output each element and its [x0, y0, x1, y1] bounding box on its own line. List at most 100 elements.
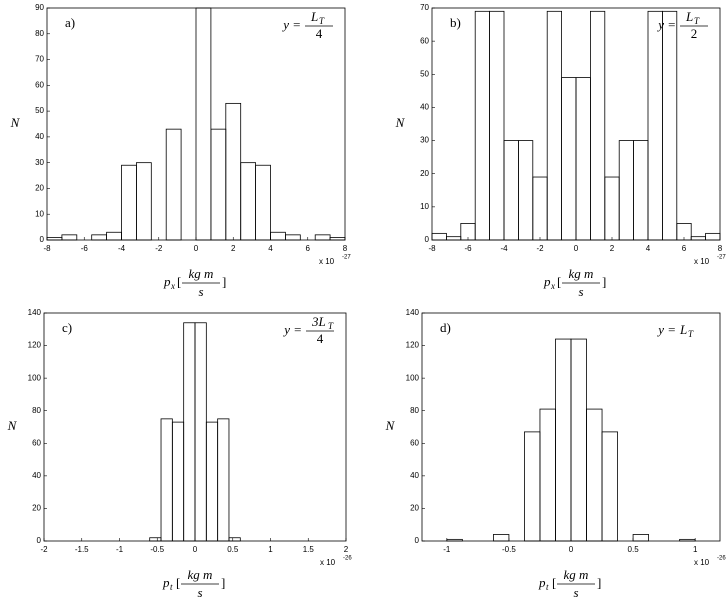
bar: [524, 431, 541, 542]
annotation-lhs: y =: [656, 17, 676, 32]
bar: [431, 232, 447, 241]
x-tick-label: 2: [231, 244, 236, 253]
y-tick-label: 20: [410, 504, 419, 513]
y-axis-label: N: [7, 418, 18, 433]
x-label-sub: x: [550, 281, 555, 291]
bar: [61, 234, 78, 241]
axis-offset-base: x 10: [320, 558, 336, 567]
x-label-open: [: [177, 274, 181, 289]
y-axis-label: N: [10, 115, 21, 130]
panel-label: b): [450, 15, 461, 30]
y-tick-label: 60: [35, 80, 44, 89]
x-tick-label: 8: [343, 244, 348, 253]
x-tick-label: 0: [193, 545, 198, 554]
bar: [255, 164, 271, 241]
bar: [135, 162, 152, 241]
annotation-den: 2: [691, 26, 698, 41]
bar: [329, 237, 346, 241]
y-tick-label: 70: [35, 55, 44, 64]
x-tick-label: -0.5: [150, 545, 164, 554]
axis-offset-base: x 10: [319, 257, 335, 266]
bar: [210, 128, 227, 241]
y-tick-label: 40: [420, 103, 429, 112]
y-tick-label: 140: [406, 308, 420, 317]
bar: [489, 10, 505, 241]
y-tick-label: 80: [35, 29, 44, 38]
x-tick-label: -6: [464, 244, 472, 253]
annotation-num: 3L: [311, 314, 326, 329]
y-tick-label: 60: [32, 438, 41, 447]
y-tick-label: 60: [410, 438, 419, 447]
x-label-close: ]: [222, 274, 226, 289]
x-label-close: ]: [597, 575, 601, 590]
x-label-den: s: [578, 284, 583, 299]
bar: [492, 534, 510, 542]
annotation-lhs: y =: [282, 322, 302, 337]
annotation-num: L: [685, 9, 693, 24]
x-tick-label: 4: [268, 244, 273, 253]
bar: [570, 338, 587, 542]
x-tick-label: 0: [574, 244, 579, 253]
x-tick-label: -8: [428, 244, 436, 253]
bar: [705, 232, 721, 241]
x-label-sub: x: [170, 281, 175, 291]
x-tick-label: 0.5: [628, 545, 640, 554]
axis-offset-exp: -26: [343, 556, 352, 562]
y-tick-label: 40: [410, 471, 419, 480]
x-label-open: [: [176, 575, 180, 590]
x-label-sub: t: [170, 582, 173, 592]
axis-offset-base: x 10: [694, 558, 710, 567]
x-tick-label: 2: [344, 545, 349, 554]
x-label-den: s: [197, 585, 202, 598]
y-tick-label: 0: [425, 235, 430, 244]
bar: [618, 140, 635, 241]
x-label-num: kg m: [569, 266, 594, 281]
y-tick-label: 10: [35, 209, 44, 218]
bar: [270, 231, 286, 241]
x-label-symbol: p: [162, 575, 170, 590]
bar: [205, 421, 219, 542]
y-tick-label: 120: [28, 341, 42, 350]
x-tick-label: 4: [646, 244, 651, 253]
x-tick-label: 1: [693, 545, 698, 554]
x-label-close: ]: [602, 274, 606, 289]
bar: [586, 408, 603, 542]
y-tick-label: 20: [35, 184, 44, 193]
annotation-num-sub: T: [319, 16, 325, 26]
bar: [590, 10, 606, 241]
x-label-num: kg m: [189, 266, 214, 281]
x-label-num: kg m: [564, 567, 589, 582]
x-tick-label: 0: [569, 545, 574, 554]
bar: [474, 10, 491, 241]
y-tick-label: 50: [420, 69, 429, 78]
bar: [149, 537, 162, 542]
bar: [604, 176, 620, 241]
y-tick-label: 100: [28, 373, 42, 382]
axis-offset-base: x 10: [694, 257, 710, 266]
bar: [183, 322, 196, 542]
x-tick-label: 2: [610, 244, 615, 253]
x-tick-label: -2: [40, 545, 48, 554]
bar: [240, 162, 256, 241]
y-tick-label: 0: [37, 536, 42, 545]
bar: [121, 164, 137, 241]
x-tick-label: -2: [536, 244, 544, 253]
y-axis-label: N: [395, 115, 406, 130]
panel-label: d): [440, 320, 451, 335]
y-tick-label: 10: [420, 202, 429, 211]
bar: [284, 234, 301, 241]
annotation-den: 4: [316, 26, 323, 41]
annotation-den: 4: [317, 331, 324, 346]
annotation-lhs: y =: [656, 322, 676, 337]
bar: [690, 236, 707, 241]
bar: [160, 418, 173, 542]
x-label-open: [: [552, 575, 556, 590]
y-tick-label: 30: [420, 136, 429, 145]
x-tick-label: -1: [443, 545, 451, 554]
x-tick-label: -1.5: [75, 545, 89, 554]
y-tick-label: 40: [35, 132, 44, 141]
x-tick-label: 1: [268, 545, 273, 554]
bar: [165, 128, 182, 241]
x-label-symbol: p: [163, 274, 171, 289]
